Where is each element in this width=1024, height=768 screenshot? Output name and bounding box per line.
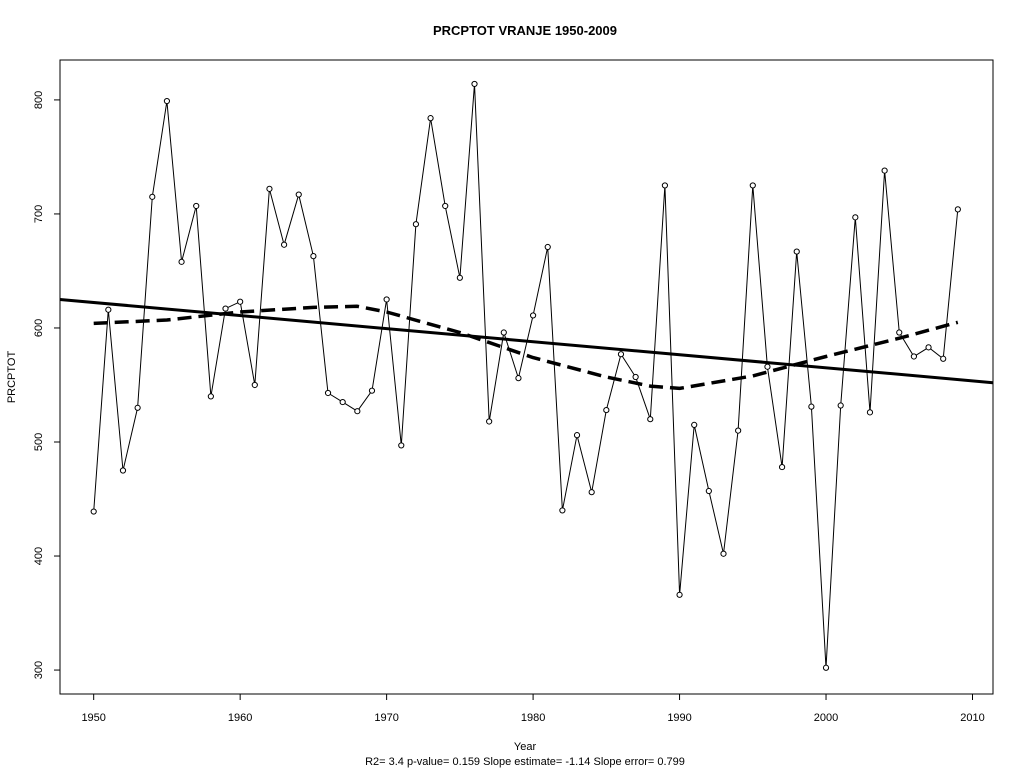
data-point bbox=[822, 664, 830, 671]
data-point bbox=[705, 487, 712, 495]
x-tick-label: 2000 bbox=[814, 712, 838, 724]
data-point bbox=[544, 243, 551, 251]
data-point bbox=[691, 421, 698, 428]
data-point bbox=[837, 402, 844, 409]
axis-ticks: 1950 1960 1970 1980 1990 2000 2010 300 400 500 600… bbox=[33, 91, 985, 724]
data-point bbox=[896, 329, 903, 336]
data-point bbox=[764, 363, 771, 370]
data-point bbox=[515, 375, 522, 382]
data-point bbox=[90, 508, 97, 515]
data-point bbox=[105, 306, 112, 313]
y-tick-label: 800 bbox=[33, 91, 45, 109]
y-tick-label: 300 bbox=[33, 661, 45, 679]
data-point bbox=[500, 329, 507, 336]
data-point bbox=[559, 507, 566, 514]
data-point bbox=[222, 305, 229, 312]
data-point bbox=[368, 387, 376, 394]
data-point bbox=[207, 393, 214, 400]
x-tick-label: 1960 bbox=[228, 712, 252, 724]
smoothed-curve bbox=[93, 304, 959, 391]
data-point bbox=[735, 427, 742, 434]
data-point bbox=[852, 214, 859, 221]
stats-footer: R2= 3.4 p-value= 0.159 Slope estimate= -… bbox=[365, 756, 685, 768]
data-point bbox=[398, 442, 405, 449]
plot-frame bbox=[59, 59, 994, 695]
data-point bbox=[324, 389, 332, 397]
x-tick-label: 1950 bbox=[81, 712, 105, 724]
data-point bbox=[603, 406, 610, 414]
y-tick-label: 400 bbox=[33, 547, 45, 565]
series-layer bbox=[59, 80, 994, 671]
data-point bbox=[456, 274, 463, 281]
data-point bbox=[310, 253, 317, 260]
x-tick-label: 1980 bbox=[521, 712, 545, 724]
y-tick-label: 600 bbox=[33, 319, 45, 337]
chart-title: PRCPTOT VRANJE 1950-2009 bbox=[433, 23, 617, 38]
data-point bbox=[149, 193, 156, 200]
data-point bbox=[881, 167, 888, 174]
data-point bbox=[573, 432, 581, 439]
data-point bbox=[119, 467, 127, 474]
x-tick-label: 2010 bbox=[960, 712, 984, 724]
data-point bbox=[925, 344, 932, 351]
data-point bbox=[266, 185, 273, 192]
data-point bbox=[412, 221, 420, 228]
data-point bbox=[339, 398, 346, 406]
data-point bbox=[471, 80, 478, 88]
x-axis-label: Year bbox=[514, 741, 537, 753]
data-point bbox=[163, 97, 171, 105]
data-point bbox=[442, 202, 449, 210]
data-point bbox=[749, 182, 756, 189]
x-tick-label: 1970 bbox=[374, 712, 398, 724]
data-point bbox=[383, 296, 390, 303]
data-point bbox=[617, 351, 625, 358]
data-point bbox=[295, 191, 302, 198]
data-point bbox=[237, 298, 244, 305]
observed-series bbox=[90, 80, 961, 671]
data-point bbox=[661, 182, 669, 189]
data-point bbox=[354, 408, 361, 415]
data-point bbox=[720, 550, 727, 557]
data-point bbox=[632, 373, 639, 381]
data-point bbox=[954, 206, 961, 213]
data-point bbox=[134, 404, 141, 411]
data-point bbox=[910, 353, 918, 360]
data-point bbox=[280, 241, 288, 248]
data-point bbox=[866, 409, 874, 416]
data-point bbox=[588, 489, 595, 496]
x-tick-label: 1990 bbox=[667, 712, 691, 724]
data-point bbox=[193, 202, 200, 210]
data-point bbox=[647, 416, 654, 423]
data-point bbox=[529, 312, 537, 319]
linear-trend-line bbox=[59, 298, 994, 385]
data-point bbox=[778, 463, 786, 471]
data-point bbox=[427, 115, 434, 122]
y-tick-label: 700 bbox=[33, 205, 45, 223]
y-axis-label: PRCPTOT bbox=[6, 351, 18, 404]
y-tick-label: 500 bbox=[33, 433, 45, 451]
data-point bbox=[178, 258, 185, 265]
data-point bbox=[676, 591, 683, 598]
data-point bbox=[940, 355, 947, 362]
data-point bbox=[486, 418, 493, 425]
data-point bbox=[251, 381, 258, 389]
data-point bbox=[793, 248, 800, 255]
data-point bbox=[808, 403, 815, 410]
